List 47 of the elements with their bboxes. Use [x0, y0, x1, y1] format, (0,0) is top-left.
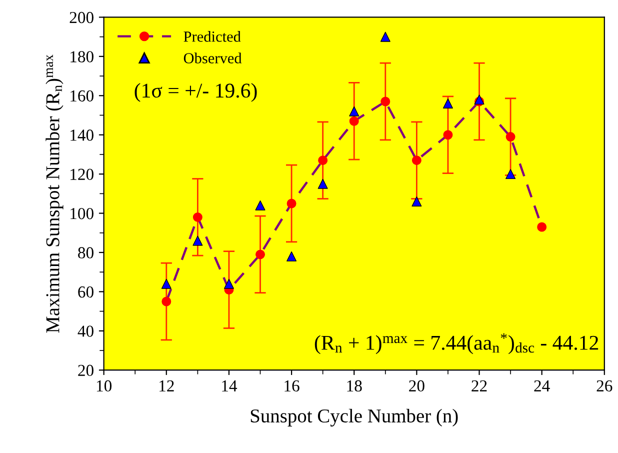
point [161, 278, 172, 289]
annotation: (1σ = +/- 19.6) [134, 83, 257, 102]
x-tick-label: 16 [284, 380, 300, 392]
point [162, 296, 172, 306]
point [506, 132, 516, 142]
y-tick-label: 20 [78, 364, 94, 376]
point [255, 200, 266, 210]
point [318, 156, 328, 166]
y-tick-label: 140 [70, 130, 94, 141]
point [286, 198, 296, 208]
x-axis-title: Sunspot Cycle Number (n) [250, 408, 458, 427]
legend-label: Predicted [184, 31, 241, 42]
point [412, 156, 422, 166]
y-tick-label: 100 [70, 208, 94, 220]
x-tick-label: 20 [409, 380, 424, 392]
point [443, 130, 453, 140]
y-tick-label: 40 [78, 326, 94, 337]
point [506, 169, 516, 180]
point [192, 212, 202, 222]
point [537, 222, 547, 232]
x-tick-label: 18 [347, 380, 362, 392]
y-tick-label: 80 [78, 247, 94, 258]
y-tick-label: 120 [70, 168, 94, 180]
x-tick-label: 22 [472, 380, 487, 392]
x-tick-label: 26 [596, 380, 612, 392]
x-tick-label: 10 [96, 380, 112, 392]
point [349, 106, 360, 116]
point [224, 278, 234, 289]
point [349, 116, 359, 126]
point [286, 251, 297, 262]
point [318, 178, 328, 189]
point [412, 196, 422, 207]
text: (R$_{n}$ + 1)$^{max}$ = 7.44(aa$_{n}$$^{*}$)$_{dsc}$ - 44.12 [314, 333, 598, 354]
legend-label: Observed [184, 52, 242, 64]
y-tick-label: 200 [70, 12, 94, 24]
point [256, 250, 266, 260]
y-tick-label: 180 [70, 51, 94, 62]
point [442, 98, 453, 108]
point [380, 96, 390, 106]
y-tick-label: 160 [70, 90, 94, 102]
x-tick-label: 24 [534, 380, 550, 392]
x-tick-label: 12 [160, 380, 174, 392]
point [380, 32, 390, 42]
point [192, 236, 203, 246]
y-tick-label: 60 [78, 286, 94, 298]
x-tick-label: 14 [222, 380, 238, 392]
y-axis-title: Maximum Sunspot Number (R$_{n}$)$^{max}$ [46, 54, 64, 333]
